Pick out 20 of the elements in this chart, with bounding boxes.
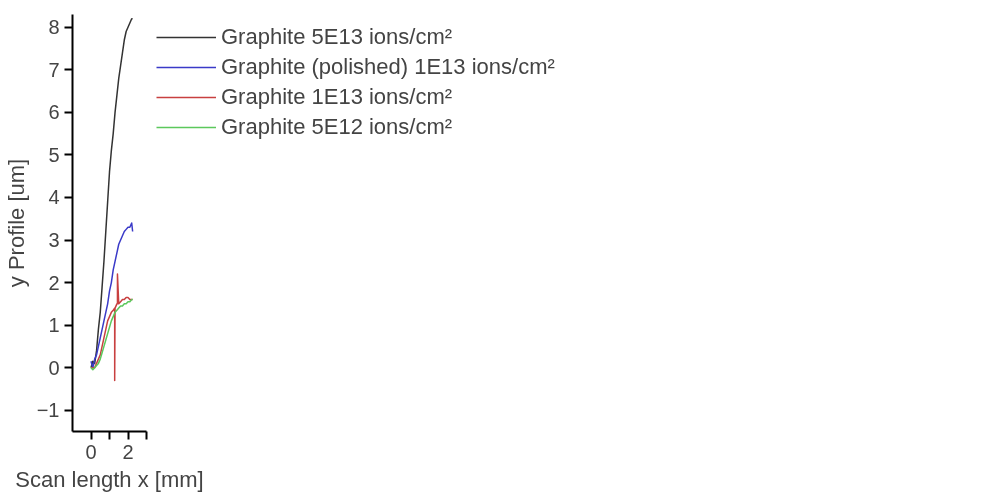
y-tick-label: 8: [48, 16, 60, 39]
y-tick-label: 5: [48, 143, 60, 166]
legend-label: Graphite 1E13 ions/cm²: [221, 84, 453, 110]
y-tick-label: 0: [48, 356, 60, 379]
line-series: [90, 222, 134, 369]
y-tick-label: −1: [36, 399, 60, 422]
y-tick-label: 4: [48, 186, 60, 209]
y-axis-title: y Profile [um]: [3, 158, 29, 288]
legend-label: Graphite 5E12 ions/cm²: [221, 114, 453, 140]
line-series: [90, 18, 134, 369]
x-axis-title: Scan length x [mm]: [15, 466, 204, 492]
y-tick-label: 2: [48, 271, 60, 294]
y-tick-label: 3: [48, 229, 60, 252]
y-tick-label: 1: [48, 314, 60, 337]
y-tick-label: 6: [48, 101, 60, 124]
legend-label: Graphite (polished) 1E13 ions/cm²: [221, 54, 555, 80]
line-series: [90, 298, 134, 371]
y-tick-label: 7: [48, 58, 60, 81]
line-series: [90, 273, 134, 382]
legend-label: Graphite 5E13 ions/cm²: [221, 24, 453, 50]
